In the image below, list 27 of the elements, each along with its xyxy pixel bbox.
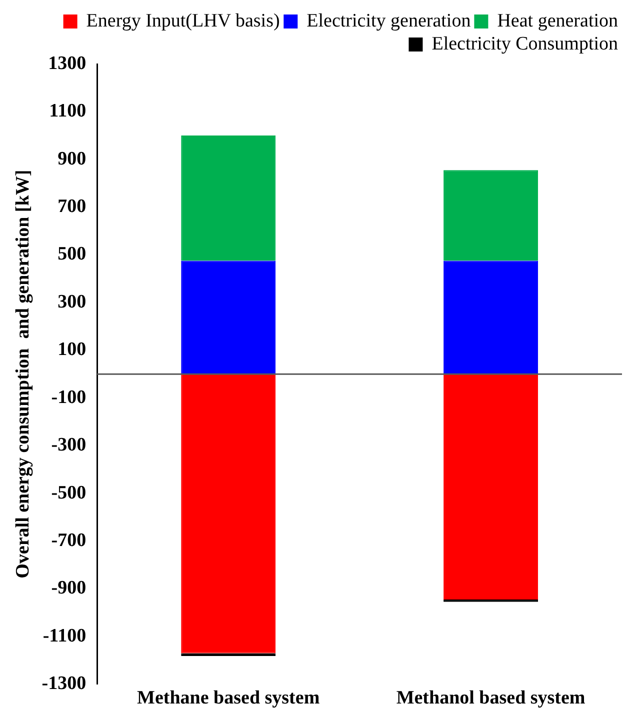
y-tick-label: -1100 [42,625,86,646]
x-tick-label: Methanol based system [396,688,586,709]
legend-label: Heat generation [497,10,618,32]
bar [181,260,276,374]
bar [444,260,538,374]
bar [444,374,538,600]
y-tick-label: 700 [58,196,86,218]
x-tick-label: Methane based system [137,688,320,709]
y-tick-label: 500 [58,244,86,265]
y-tick-label: 1100 [49,100,86,122]
y-tick-label: -300 [51,434,86,456]
legend-label: Energy Input(LHV basis) [86,10,280,32]
y-tick-label: 100 [58,339,86,360]
y-tick-label: -100 [51,386,86,408]
y-tick-label: -700 [51,530,86,551]
bar [181,374,276,654]
legend-label: Electricity Consumption [432,33,618,54]
legend-label: Electricity generation [306,10,472,32]
bar [444,170,538,261]
y-tick-label: -1300 [42,673,86,694]
y-tick-label: 900 [58,148,86,170]
y-axis-title: Overall energy consumption and generation [kW] [12,170,34,578]
y-tick-label: -900 [51,578,86,599]
bar [181,136,276,261]
y-tick-label: 300 [58,291,86,312]
y-tick-label: 1300 [48,52,86,74]
y-tick-label: -500 [51,482,86,504]
